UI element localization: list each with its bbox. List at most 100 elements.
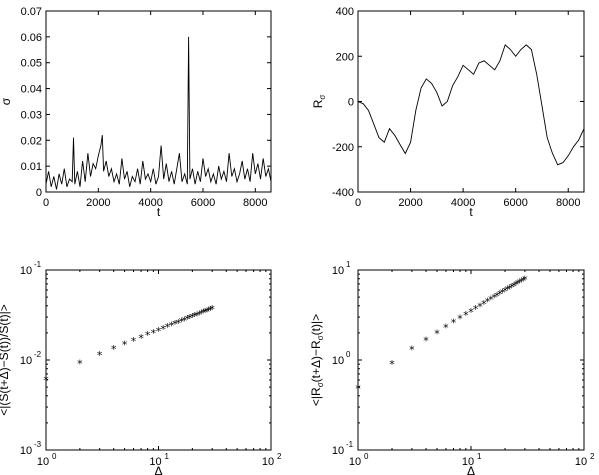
loglog-s-xtick-exponent: 1 <box>165 452 170 461</box>
loglog-r-point: * <box>477 300 483 313</box>
loglog-s-point: * <box>122 339 128 352</box>
loglog-r-point: * <box>488 294 494 307</box>
loglog-s-xtick-label: 10 <box>149 456 161 468</box>
sigma-ytick-label: 0.03 <box>21 109 42 121</box>
loglog-r-xtick-exponent: 2 <box>590 452 595 461</box>
loglog-r-point: * <box>423 334 429 347</box>
sigma-ytick-label: 0.02 <box>21 135 42 147</box>
sigma-x-axis-label: t <box>157 205 161 219</box>
loglog-s-point: * <box>165 321 171 334</box>
loglog-r-point: * <box>505 284 511 297</box>
loglog-r-y-axis-label-part: σ <box>316 335 325 340</box>
loglog-s-point: * <box>196 308 202 321</box>
loglog-r-ytick-label: 10 <box>332 445 344 457</box>
rsigma-ytick-label: 400 <box>336 6 354 18</box>
loglog-r-point: * <box>494 290 500 303</box>
loglog-r-point: * <box>463 309 469 322</box>
loglog-s-point: * <box>77 358 83 371</box>
loglog-s-ytick-label: 10 <box>20 355 32 367</box>
sigma-ytick-label: 0.04 <box>21 84 42 96</box>
loglog-r-ytick-label: 10 <box>332 355 344 367</box>
loglog-s-y-axis-label: <|(S(t+Δ)−S(t))/S(t)|> <box>0 304 11 416</box>
rsigma-ytick-label: 0 <box>348 97 354 109</box>
rsigma-series-line <box>357 44 585 166</box>
sigma-xtick-label: 8000 <box>243 197 267 209</box>
loglog-r-point: * <box>522 273 528 286</box>
rsigma-xtick-label: 8000 <box>556 197 580 209</box>
loglog-s-point: * <box>169 320 175 333</box>
loglog-s-point: * <box>156 325 162 338</box>
loglog-r-ytick-exponent: 1 <box>346 260 351 269</box>
sigma-ytick-label: 0.05 <box>21 58 42 70</box>
rsigma-xtick-label: 6000 <box>503 197 527 209</box>
loglog-s-ytick-label: 10 <box>20 265 32 277</box>
rsigma-ytick-label: -400 <box>332 187 354 199</box>
rsigma-xtick-label: 2000 <box>398 197 422 209</box>
sigma-ytick-label: 0.06 <box>21 32 42 44</box>
loglog-s-point: * <box>160 323 166 336</box>
loglog-s-ytick-exponent: -1 <box>34 260 42 269</box>
sigma-ytick-label: 0 <box>36 187 42 199</box>
loglog-s-point: * <box>208 304 214 317</box>
loglog-s-ytick-exponent: -2 <box>34 350 42 359</box>
loglog-r-point: * <box>491 292 497 305</box>
loglog-r-x-axis-label: Δ <box>467 464 475 475</box>
sigma-ytick-label: 0.01 <box>21 161 42 173</box>
rsigma-y-axis-label: Rσ <box>311 95 327 109</box>
loglog-r-xtick-label: 10 <box>575 456 587 468</box>
loglog-r-point: * <box>502 285 508 298</box>
loglog-s-point: * <box>199 308 205 321</box>
loglog-s-point: * <box>151 327 157 340</box>
loglog-r-y-axis-label: <|Rσ(t+Δ)−Rσ(t)|> <box>309 314 325 406</box>
loglog-r-y-axis-label-part: (t+Δ)−R <box>309 340 323 382</box>
sigma-xtick-label: 2000 <box>86 197 110 209</box>
loglog-r-ytick-exponent: -1 <box>346 440 354 449</box>
sigma-y-axis-label: σ <box>0 97 13 105</box>
loglog-s-point: * <box>182 314 188 327</box>
loglog-s-point: * <box>201 307 207 320</box>
loglog-s-xtick-exponent: 0 <box>52 452 57 461</box>
loglog-r-point: * <box>519 275 525 288</box>
loglog-r-point: * <box>500 287 506 300</box>
rsigma-ytick-label: 200 <box>336 51 354 63</box>
loglog-r-point: * <box>517 276 523 289</box>
loglog-r-point: * <box>513 279 519 292</box>
rsigma-ytick-label: -200 <box>332 142 354 154</box>
sigma-xtick-label: 6000 <box>191 197 215 209</box>
sigma-xtick-label: 0 <box>43 197 49 209</box>
rsigma-xtick-label: 0 <box>355 197 361 209</box>
loglog-s-point: * <box>187 312 193 325</box>
loglog-r-point: * <box>521 274 527 287</box>
loglog-r-point: * <box>443 321 449 334</box>
loglog-s-point: * <box>97 349 103 362</box>
loglog-r-xtick-exponent: 0 <box>364 452 369 461</box>
loglog-r-ytick-exponent: 0 <box>346 350 351 359</box>
loglog-r-point: * <box>473 303 479 316</box>
loglog-s-point: * <box>111 343 117 356</box>
loglog-r-point: * <box>468 306 474 319</box>
loglog-s-point: * <box>192 310 198 323</box>
loglog-r-point: * <box>451 317 457 330</box>
loglog-s-point: * <box>172 318 178 331</box>
loglog-s-xtick-label: 10 <box>262 456 274 468</box>
loglog-s-point: * <box>176 317 182 330</box>
loglog-s-xtick-exponent: 2 <box>277 452 282 461</box>
rsigma-y-axis-label-main: R <box>311 99 325 108</box>
loglog-s-point: * <box>184 313 190 326</box>
loglog-r-y-axis-label-part: <|R <box>309 387 323 406</box>
loglog-s-point: * <box>209 303 215 316</box>
loglog-r-point: * <box>515 278 521 291</box>
loglog-r-y-axis-label-part: (t)|> <box>309 314 323 335</box>
loglog-s-point: * <box>194 309 200 322</box>
loglog-s-point: * <box>179 315 185 328</box>
loglog-r-ytick-label: 10 <box>332 265 344 277</box>
rsigma-x-axis-label: t <box>469 205 473 219</box>
loglog-s-point: * <box>202 306 208 319</box>
sigma-xtick-label: 4000 <box>138 197 162 209</box>
loglog-r-point: * <box>481 298 487 311</box>
sigma-ytick-label: 0.07 <box>21 6 42 18</box>
rsigma-axes-frame <box>357 10 585 193</box>
loglog-r-xtick-label: 10 <box>349 456 361 468</box>
loglog-r-point: * <box>409 344 415 357</box>
